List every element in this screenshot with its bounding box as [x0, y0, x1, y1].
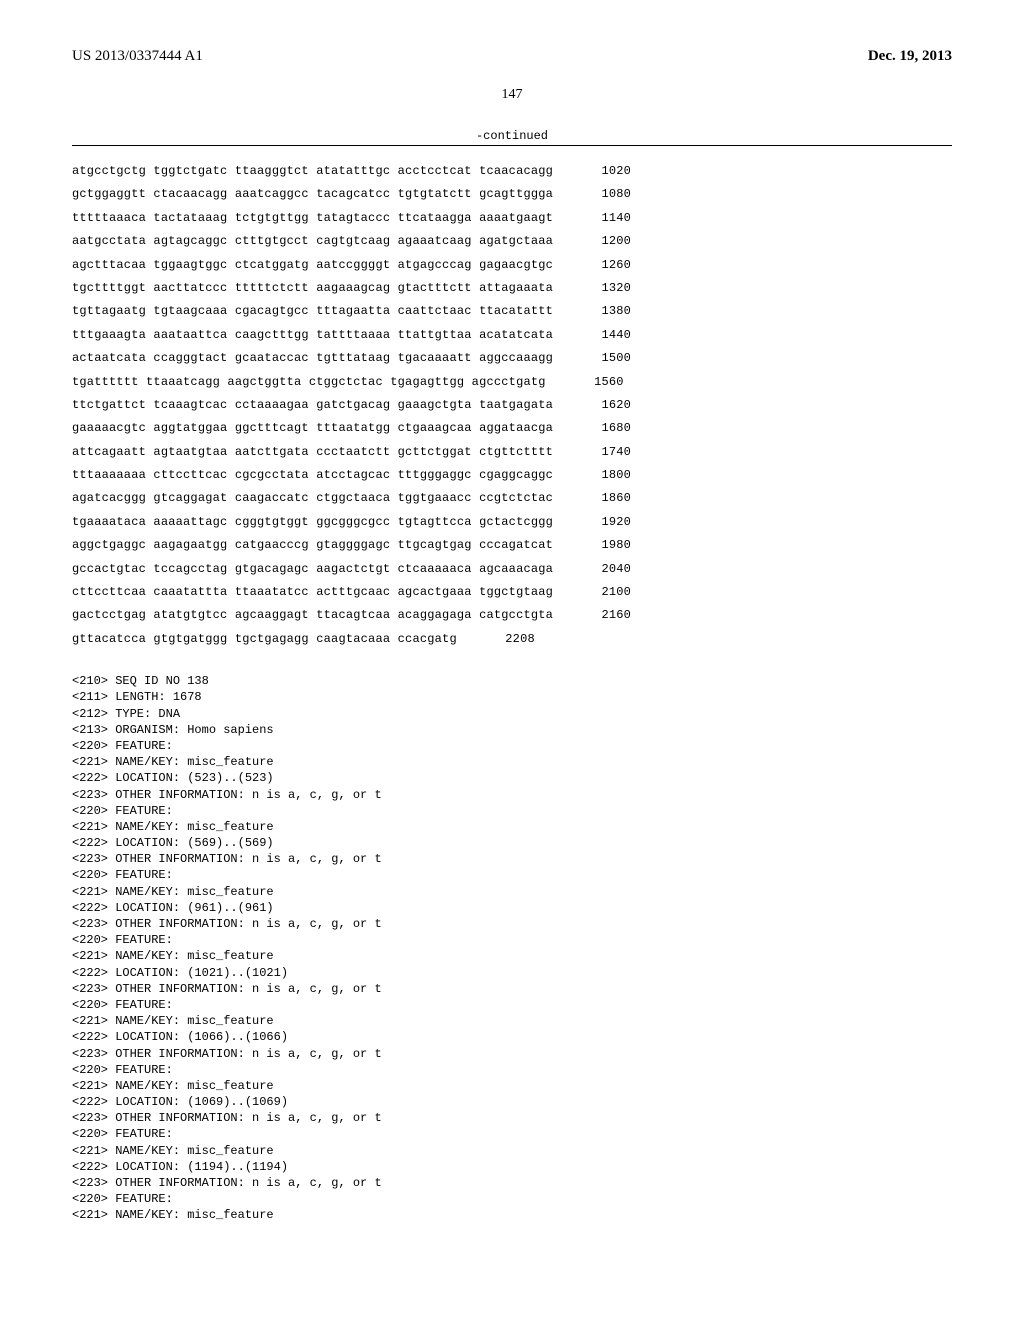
- sequence-metadata: <210> SEQ ID NO 138 <211> LENGTH: 1678 <…: [72, 673, 952, 1223]
- sequence-groups: gaaaaacgtc aggtatggaa ggctttcagt tttaata…: [72, 417, 553, 440]
- publication-date: Dec. 19, 2013: [868, 48, 952, 65]
- sequence-row: gctggaggtt ctacaacagg aaatcaggcc tacagca…: [72, 183, 952, 206]
- sequence-groups: attcagaatt agtaatgtaa aatcttgata ccctaat…: [72, 441, 553, 464]
- sequence-position: 1740: [571, 441, 631, 464]
- sequence-row: tgaaaataca aaaaattagc cgggtgtggt ggcgggc…: [72, 511, 952, 534]
- sequence-groups: tttgaaagta aaataattca caagctttgg tatttta…: [72, 324, 553, 347]
- sequence-groups: ttctgattct tcaaagtcac cctaaaagaa gatctga…: [72, 394, 553, 417]
- sequence-row: gaaaaacgtc aggtatggaa ggctttcagt tttaata…: [72, 417, 952, 440]
- sequence-groups: tgatttttt ttaaatcagg aagctggtta ctggctct…: [72, 371, 546, 394]
- sequence-row: tttaaaaaaa cttccttcac cgcgcctata atcctag…: [72, 464, 952, 487]
- sequence-position: 1380: [571, 300, 631, 323]
- sequence-position: 2040: [571, 558, 631, 581]
- sequence-row: aggctgaggc aagagaatgg catgaacccg gtagggg…: [72, 534, 952, 557]
- sequence-row: tgcttttggt aacttatccc tttttctctt aagaaag…: [72, 277, 952, 300]
- sequence-row: agctttacaa tggaagtggc ctcatggatg aatccgg…: [72, 254, 952, 277]
- sequence-groups: aggctgaggc aagagaatgg catgaacccg gtagggg…: [72, 534, 553, 557]
- sequence-row: tgatttttt ttaaatcagg aagctggtta ctggctct…: [72, 371, 952, 394]
- sequence-groups: tgttagaatg tgtaagcaaa cgacagtgcc tttagaa…: [72, 300, 553, 323]
- sequence-row: aatgcctata agtagcaggc ctttgtgcct cagtgtc…: [72, 230, 952, 253]
- horizontal-rule: [72, 145, 952, 146]
- sequence-row: attcagaatt agtaatgtaa aatcttgata ccctaat…: [72, 441, 952, 464]
- sequence-row: gttacatcca gtgtgatggg tgctgagagg caagtac…: [72, 628, 952, 651]
- sequence-position: 1860: [571, 487, 631, 510]
- sequence-groups: tgaaaataca aaaaattagc cgggtgtggt ggcgggc…: [72, 511, 553, 534]
- sequence-row: agatcacggg gtcaggagat caagaccatc ctggcta…: [72, 487, 952, 510]
- sequence-row: ttctgattct tcaaagtcac cctaaaagaa gatctga…: [72, 394, 952, 417]
- sequence-listing: atgcctgctg tggtctgatc ttaagggtct atatatt…: [72, 160, 952, 651]
- sequence-position: 1500: [571, 347, 631, 370]
- sequence-groups: tttaaaaaaa cttccttcac cgcgcctata atcctag…: [72, 464, 553, 487]
- sequence-position: 1020: [571, 160, 631, 183]
- sequence-row: tgttagaatg tgtaagcaaa cgacagtgcc tttagaa…: [72, 300, 952, 323]
- sequence-groups: tttttaaaca tactataaag tctgtgttgg tatagta…: [72, 207, 553, 230]
- sequence-position: 1320: [571, 277, 631, 300]
- sequence-groups: gccactgtac tccagcctag gtgacagagc aagactc…: [72, 558, 553, 581]
- sequence-position: 1560: [564, 371, 624, 394]
- sequence-row: actaatcata ccagggtact gcaataccac tgtttat…: [72, 347, 952, 370]
- sequence-position: 2160: [571, 604, 631, 627]
- sequence-groups: aatgcctata agtagcaggc ctttgtgcct cagtgtc…: [72, 230, 553, 253]
- sequence-groups: atgcctgctg tggtctgatc ttaagggtct atatatt…: [72, 160, 553, 183]
- sequence-groups: actaatcata ccagggtact gcaataccac tgtttat…: [72, 347, 553, 370]
- continued-label: -continued: [72, 129, 952, 143]
- sequence-position: 1680: [571, 417, 631, 440]
- sequence-groups: tgcttttggt aacttatccc tttttctctt aagaaag…: [72, 277, 553, 300]
- sequence-row: gccactgtac tccagcctag gtgacagagc aagactc…: [72, 558, 952, 581]
- sequence-position: 1080: [571, 183, 631, 206]
- sequence-position: 1920: [571, 511, 631, 534]
- sequence-position: 1800: [571, 464, 631, 487]
- sequence-position: 1200: [571, 230, 631, 253]
- sequence-row: cttccttcaa caaatattta ttaaatatcc actttgc…: [72, 581, 952, 604]
- sequence-row: gactcctgag atatgtgtcc agcaaggagt ttacagt…: [72, 604, 952, 627]
- sequence-groups: gactcctgag atatgtgtcc agcaaggagt ttacagt…: [72, 604, 553, 627]
- sequence-groups: gttacatcca gtgtgatggg tgctgagagg caagtac…: [72, 628, 457, 651]
- page-header: US 2013/0337444 A1 Dec. 19, 2013: [72, 48, 952, 65]
- sequence-position: 1140: [571, 207, 631, 230]
- sequence-groups: agctttacaa tggaagtggc ctcatggatg aatccgg…: [72, 254, 553, 277]
- sequence-groups: cttccttcaa caaatattta ttaaatatcc actttgc…: [72, 581, 553, 604]
- publication-number: US 2013/0337444 A1: [72, 48, 203, 65]
- sequence-position: 1440: [571, 324, 631, 347]
- sequence-position: 1260: [571, 254, 631, 277]
- sequence-position: 2100: [571, 581, 631, 604]
- sequence-groups: agatcacggg gtcaggagat caagaccatc ctggcta…: [72, 487, 553, 510]
- sequence-groups: gctggaggtt ctacaacagg aaatcaggcc tacagca…: [72, 183, 553, 206]
- sequence-position: 2208: [475, 628, 535, 651]
- sequence-position: 1620: [571, 394, 631, 417]
- page-number: 147: [72, 87, 952, 103]
- sequence-row: tttgaaagta aaataattca caagctttgg tatttta…: [72, 324, 952, 347]
- sequence-row: atgcctgctg tggtctgatc ttaagggtct atatatt…: [72, 160, 952, 183]
- sequence-row: tttttaaaca tactataaag tctgtgttgg tatagta…: [72, 207, 952, 230]
- sequence-position: 1980: [571, 534, 631, 557]
